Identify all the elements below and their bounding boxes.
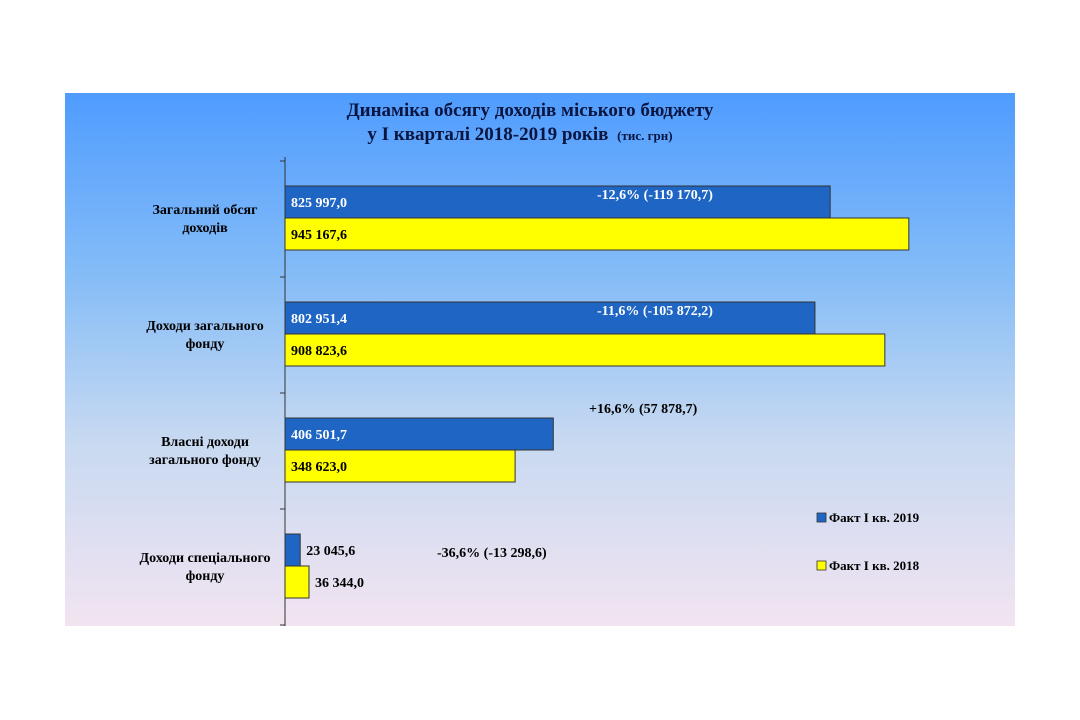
bar-chart: Динаміка обсягу доходів міського бюджету… [140,100,920,626]
change-note: -36,6% (-13 298,6) [437,546,547,561]
legend-swatch [816,560,827,571]
change-note: -11,6% (-105 872,2) [597,304,713,319]
legend-swatch [816,512,827,523]
bar [284,565,310,599]
change-note: -12,6% (-119 170,7) [597,188,713,203]
bar-value-label: 945 167,6 [291,228,347,243]
category-axis [280,157,286,626]
bar-value-label: 23 045,6 [306,544,355,559]
bar [284,185,831,219]
legend-label: Факт І кв. 2019 [829,510,920,525]
chart-title-main: у І кварталі 2018-2019 років [367,124,608,145]
bar-value-label: 802 951,4 [291,312,347,327]
labels: Загальний обсяг доходів 825 997,0 945 167,6… [140,188,714,591]
bar-value-label: 36 344,0 [315,576,364,591]
category-label: Власні доходи загального фонду [149,435,261,468]
change-note: +16,6% (57 878,7) [589,402,698,417]
legend: Факт І кв. 2019 Факт І кв. 2018 [816,510,920,573]
category-label: Доходи загального фонду [146,319,263,352]
bar [284,301,816,335]
bar-value-label: 908 823,6 [291,344,347,359]
bar [284,449,516,483]
legend-label: Факт І кв. 2018 [829,558,920,573]
category-label: Загальний обсяг доходів [153,203,258,236]
bar [284,333,886,367]
category-label: Доходи спеціального фонду [140,551,271,584]
bars [284,185,910,599]
chart-title-unit: (тис. грн) [617,128,672,143]
bar-value-label: 406 501,7 [291,428,347,443]
chart-title-line1: Динаміка обсягу доходів міського бюджету [347,100,714,121]
bar [284,217,910,251]
bar-value-label: 825 997,0 [291,196,347,211]
chart-slide: Динаміка обсягу доходів міського бюджету… [65,93,1015,626]
bar-value-label: 348 623,0 [291,460,347,475]
chart-title-line2: у І кварталі 2018-2019 років (тис. грн) [367,124,672,145]
bar [284,533,301,567]
